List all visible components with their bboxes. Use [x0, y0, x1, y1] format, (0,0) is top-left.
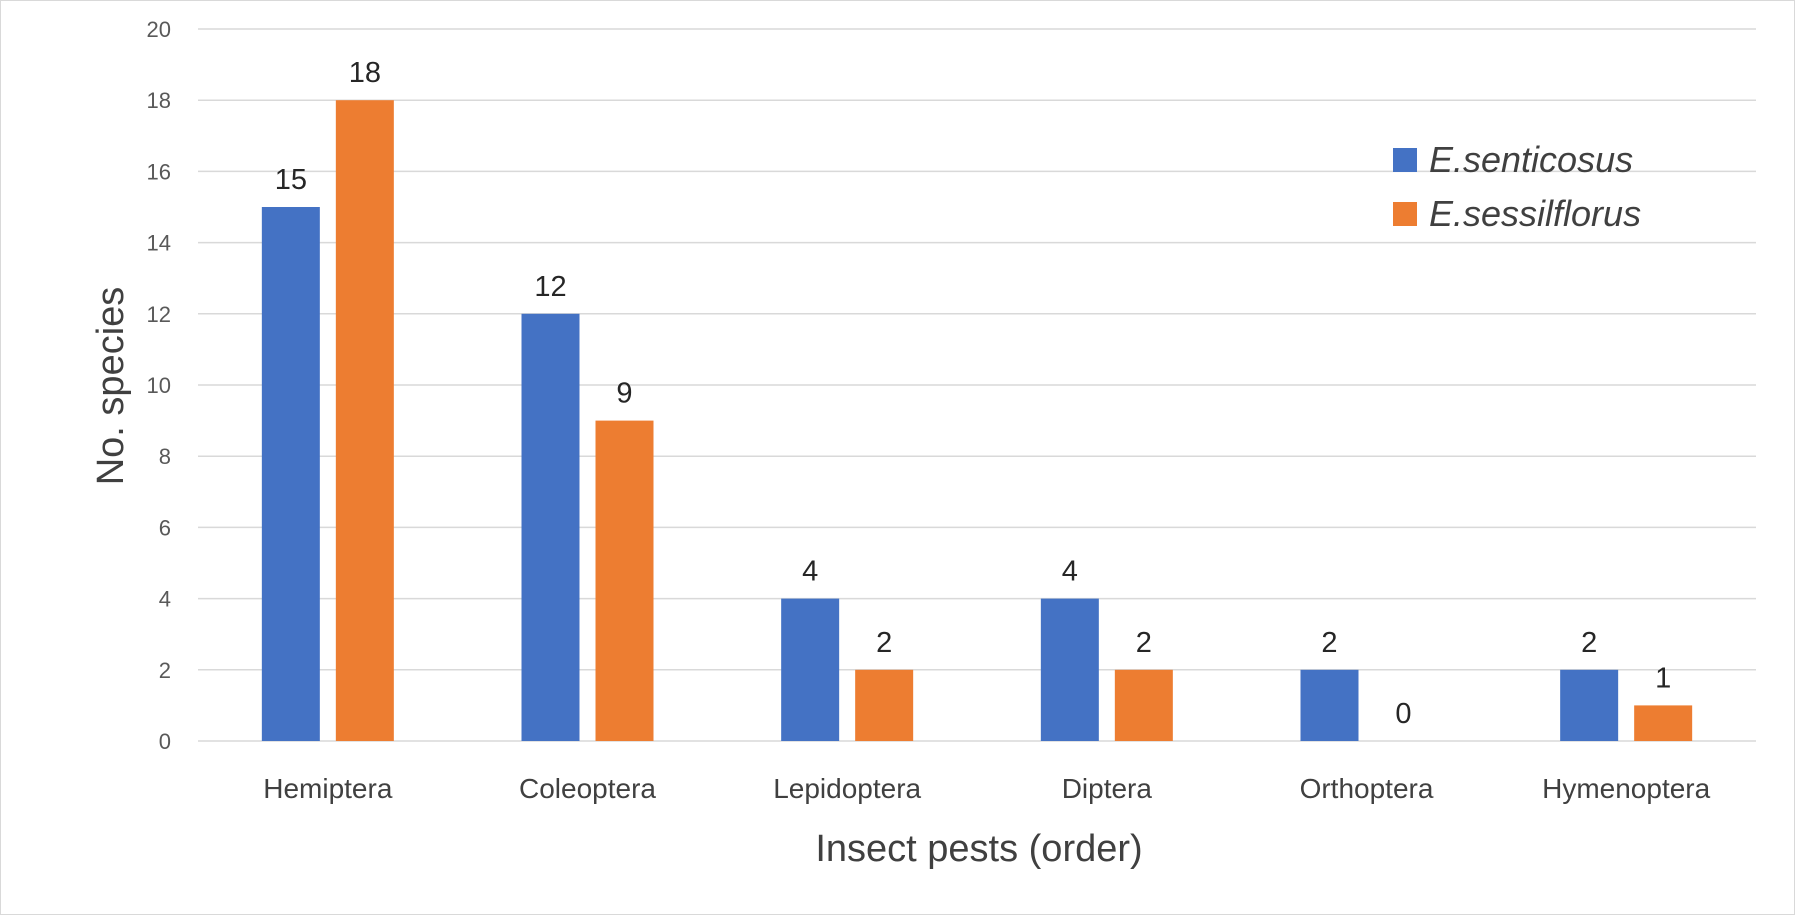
bar-lepidoptera-series-2: [855, 669, 914, 741]
y-tick-label: 8: [159, 444, 171, 469]
bar-hemiptera-series-1: [261, 207, 320, 741]
y-tick-label: 10: [147, 373, 171, 398]
gridlines: [198, 28, 1756, 742]
legend-label: E.sessilflorus: [1429, 193, 1641, 234]
bar-hymenoptera-series-1: [1560, 669, 1619, 741]
legend: E.senticosus E.sessilflorus: [1393, 139, 1641, 234]
data-label: 1: [1655, 662, 1671, 694]
x-tick-label: Coleoptera: [519, 773, 656, 804]
legend-swatch: [1393, 148, 1417, 172]
y-tick-label: 6: [159, 515, 171, 540]
bar-hemiptera-series-2: [335, 100, 394, 741]
data-label: 2: [1136, 627, 1152, 659]
bar-orthoptera-series-1: [1300, 669, 1359, 741]
data-label: 0: [1395, 698, 1411, 730]
x-tick-label: Orthoptera: [1300, 773, 1434, 804]
y-tick-label: 20: [147, 17, 171, 42]
x-tick-label: Hemiptera: [263, 773, 393, 804]
data-label: 4: [1062, 556, 1078, 588]
data-label: 18: [349, 57, 381, 89]
bar-lepidoptera-series-1: [781, 598, 840, 741]
bar-diptera-series-2: [1114, 669, 1173, 741]
bar-coleoptera-series-2: [595, 420, 654, 741]
y-axis-title: No. species: [90, 287, 132, 486]
data-label: 12: [534, 271, 566, 303]
x-axis-title: Insect pests (order): [815, 828, 1142, 870]
y-tick-label: 16: [147, 159, 171, 184]
y-tick-label: 14: [147, 231, 171, 256]
data-label: 15: [275, 164, 307, 196]
legend-label: E.senticosus: [1429, 139, 1633, 180]
legend-swatch: [1393, 202, 1417, 226]
bars: [261, 100, 1693, 741]
bar-coleoptera-series-1: [521, 313, 580, 741]
bar-hymenoptera-series-2: [1634, 705, 1693, 741]
data-label: 2: [876, 627, 892, 659]
x-tick-label: Diptera: [1062, 773, 1153, 804]
y-axis-ticks: 0 2 4 6 8 10 12 14 16 18 20: [147, 17, 171, 754]
x-tick-label: Lepidoptera: [773, 773, 921, 804]
y-tick-label: 12: [147, 302, 171, 327]
data-labels: 15 18 12 9 4 2 4 2 2 0 2 1: [275, 57, 1672, 730]
y-tick-label: 4: [159, 587, 171, 612]
data-label: 2: [1581, 627, 1597, 659]
x-axis-ticks: Hemiptera Coleoptera Lepidoptera Diptera Ort…: [263, 773, 1710, 804]
y-tick-label: 0: [159, 729, 171, 754]
data-label: 9: [616, 378, 632, 410]
data-label: 4: [802, 556, 818, 588]
y-tick-label: 18: [147, 88, 171, 113]
data-label: 2: [1321, 627, 1337, 659]
x-tick-label: Hymenoptera: [1542, 773, 1711, 804]
y-tick-label: 2: [159, 658, 171, 683]
bar-diptera-series-1: [1040, 598, 1099, 741]
